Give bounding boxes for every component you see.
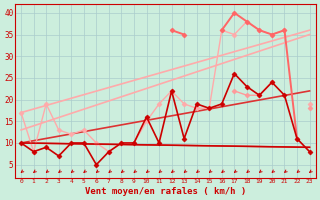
- X-axis label: Vent moyen/en rafales ( km/h ): Vent moyen/en rafales ( km/h ): [85, 187, 246, 196]
